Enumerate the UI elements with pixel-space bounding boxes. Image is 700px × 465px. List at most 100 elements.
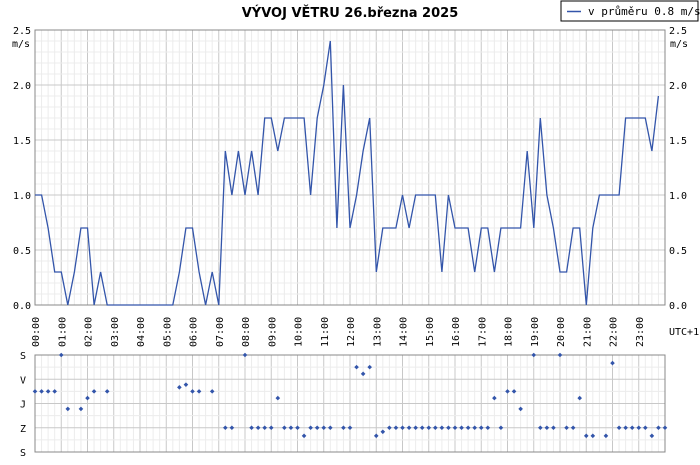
- direction-marker: [52, 389, 57, 394]
- direction-marker: [373, 433, 379, 439]
- direction-category-label: Z: [20, 424, 26, 435]
- y-tick-label: 2.5: [13, 26, 31, 37]
- timezone-label: UTC+1: [669, 327, 699, 338]
- direction-marker: [478, 425, 484, 431]
- direction-marker: [485, 425, 491, 431]
- direction-marker: [393, 425, 399, 431]
- direction-marker: [229, 425, 235, 431]
- direction-category-label: S: [20, 351, 26, 362]
- direction-marker: [505, 389, 510, 394]
- direction-marker: [58, 352, 64, 358]
- x-tick-label: 15:00: [425, 317, 436, 347]
- direction-marker: [321, 425, 327, 431]
- direction-marker: [223, 425, 228, 431]
- direction-marker: [360, 371, 366, 377]
- x-tick-label: 10:00: [294, 317, 305, 347]
- direction-marker: [308, 425, 313, 431]
- x-tick-label: 17:00: [477, 317, 488, 347]
- direction-marker: [649, 433, 655, 439]
- direction-gridlines: [34, 354, 666, 453]
- x-tick-label: 16:00: [451, 317, 462, 347]
- direction-marker: [538, 425, 543, 431]
- direction-marker: [583, 433, 589, 439]
- y-unit-label-right: m/s: [670, 39, 688, 50]
- direction-marker: [104, 389, 110, 394]
- speed-plot-frame: [34, 29, 666, 306]
- direction-marker: [341, 425, 346, 431]
- direction-category-label: J: [20, 400, 26, 411]
- direction-marker: [242, 352, 248, 358]
- x-tick-label: 19:00: [530, 317, 541, 347]
- y-tick-label-right: 0.0: [669, 301, 687, 312]
- speed-axis-labels: 0.0 0.0 0.5 0.5 1.0 1.0 1.5 1.5 2.0 2.0 2.5 2.5 00:0…: [13, 26, 687, 347]
- legend-label: v průměru 0.8 m/s: [588, 5, 700, 18]
- direction-marker: [419, 425, 425, 431]
- direction-marker: [511, 389, 517, 394]
- direction-marker: [406, 425, 412, 431]
- direction-marker: [643, 425, 648, 431]
- direction-marker: [314, 425, 320, 431]
- direction-marker: [590, 433, 596, 439]
- x-tick-label: 18:00: [504, 317, 515, 347]
- direction-marker: [39, 389, 44, 394]
- direction-marker: [347, 425, 353, 431]
- direction-marker: [544, 425, 550, 431]
- direction-marker: [616, 425, 622, 431]
- direction-marker: [275, 395, 281, 401]
- speed-line: [35, 40, 660, 306]
- x-tick-label: 00:00: [31, 317, 42, 347]
- direction-marker: [564, 425, 569, 431]
- direction-marker: [177, 385, 182, 390]
- direction-marker: [328, 425, 333, 431]
- x-tick-label: 02:00: [84, 317, 95, 347]
- y-tick-label-right: 1.0: [669, 191, 687, 202]
- direction-marker: [45, 389, 51, 394]
- direction-series: [32, 352, 668, 439]
- direction-marker: [400, 425, 405, 431]
- direction-marker: [656, 425, 661, 431]
- direction-marker: [446, 425, 451, 431]
- direction-marker: [452, 425, 458, 431]
- direction-marker: [623, 425, 628, 431]
- y-tick-label: 0.0: [13, 301, 31, 312]
- direction-marker: [268, 425, 274, 431]
- direction-plot-frame: [34, 354, 666, 453]
- direction-marker: [551, 425, 556, 431]
- direction-marker: [629, 425, 635, 431]
- x-tick-label: 22:00: [609, 317, 620, 347]
- direction-marker: [459, 425, 464, 431]
- y-tick-label: 0.5: [13, 246, 31, 257]
- direction-marker: [190, 389, 195, 394]
- x-tick-label: 11:00: [320, 317, 331, 347]
- direction-marker: [85, 395, 90, 401]
- y-tick-label-right: 0.5: [669, 246, 687, 257]
- x-tick-label: 04:00: [136, 317, 147, 347]
- legend-box: [560, 0, 699, 22]
- x-tick-label: 08:00: [241, 317, 252, 347]
- direction-marker: [413, 425, 418, 431]
- direction-marker: [387, 425, 392, 431]
- direction-marker: [426, 425, 432, 431]
- direction-category-label: V: [20, 375, 26, 386]
- direction-marker: [439, 425, 445, 431]
- x-tick-label: 14:00: [399, 317, 410, 347]
- direction-marker: [610, 360, 615, 366]
- legend[interactable]: v průměru 0.8 m/s: [560, 0, 700, 22]
- x-tick-label: 09:00: [267, 317, 278, 347]
- direction-marker: [498, 425, 504, 431]
- y-unit-label: m/s: [12, 39, 30, 50]
- direction-marker: [557, 352, 563, 358]
- direction-marker: [577, 395, 582, 401]
- direction-marker: [662, 425, 668, 431]
- direction-marker: [570, 425, 576, 431]
- direction-marker: [380, 429, 386, 435]
- direction-marker: [492, 395, 497, 401]
- direction-marker: [636, 425, 642, 431]
- direction-marker: [32, 389, 38, 394]
- x-tick-label: 03:00: [110, 317, 121, 347]
- y-tick-label: 2.0: [13, 81, 31, 92]
- direction-marker: [472, 425, 477, 431]
- direction-marker: [262, 425, 267, 431]
- direction-marker: [196, 389, 202, 394]
- x-tick-label: 20:00: [556, 317, 567, 347]
